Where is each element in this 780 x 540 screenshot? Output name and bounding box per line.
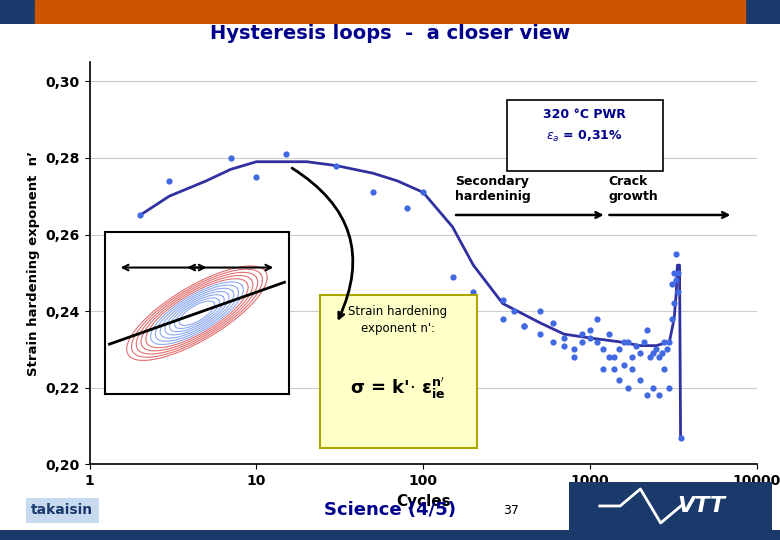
Y-axis label: Strain hardening exponent  n’: Strain hardening exponent n’ bbox=[27, 151, 40, 376]
Text: $\varepsilon_a$ = 0,31%: $\varepsilon_a$ = 0,31% bbox=[546, 129, 623, 144]
Text: takaisin: takaisin bbox=[31, 503, 94, 517]
X-axis label: Cycles: Cycles bbox=[395, 494, 451, 509]
Text: Crack
growth: Crack growth bbox=[608, 175, 658, 202]
Text: Secondary
hardeninig: Secondary hardeninig bbox=[456, 175, 531, 202]
Text: 37: 37 bbox=[503, 504, 519, 517]
Text: Hysteresis loops  -  a closer view: Hysteresis loops - a closer view bbox=[210, 24, 570, 43]
Text: $\bf{\sigma}$ = k'$\cdot$ $\bf{\varepsilon}$$\bf{_{ie}^{n'}}$: $\bf{\sigma}$ = k'$\cdot$ $\bf{\varepsil… bbox=[350, 376, 445, 402]
FancyBboxPatch shape bbox=[506, 100, 663, 171]
Text: 320 °C PWR: 320 °C PWR bbox=[543, 109, 626, 122]
Text: Strain hardening
exponent n':: Strain hardening exponent n': bbox=[348, 306, 448, 335]
Text: VTT: VTT bbox=[677, 496, 725, 516]
FancyBboxPatch shape bbox=[320, 295, 477, 448]
Text: Science (4/5): Science (4/5) bbox=[324, 501, 456, 519]
